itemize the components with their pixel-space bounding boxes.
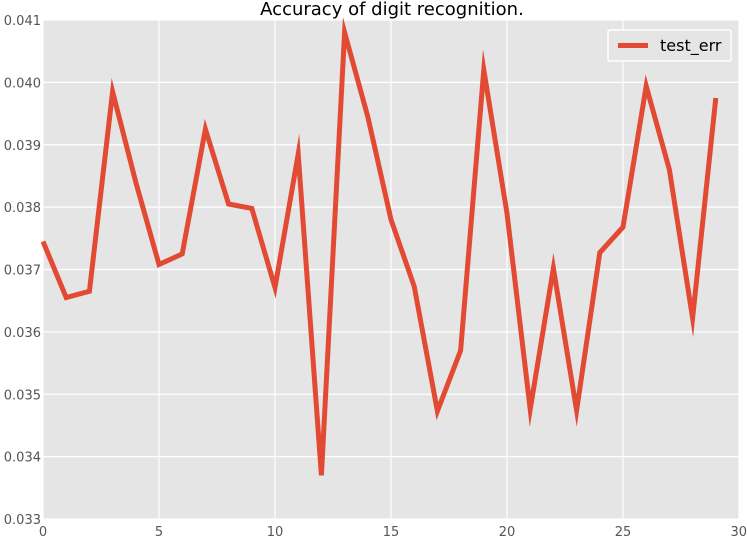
x-tick-label: 10: [267, 525, 284, 539]
x-tick-label: 25: [615, 525, 632, 539]
legend-label-test-err: test_err: [660, 36, 722, 56]
legend-box: [607, 29, 732, 62]
x-axis-ticks: 0 5 10 15 20 25 30: [39, 525, 747, 539]
y-tick-label: 0.037: [4, 264, 41, 279]
grid: [42, 19, 740, 520]
x-tick-label: 5: [155, 525, 163, 539]
y-tick-label: 0.034: [4, 451, 41, 466]
x-tick-label: 20: [499, 525, 516, 539]
x-tick-label: 15: [383, 525, 400, 539]
y-tick-label: 0.038: [4, 201, 41, 216]
series-lines: [40, 16, 719, 476]
chart-title: Accuracy of digit recognition.: [260, 0, 524, 20]
x-tick-label: 0: [39, 525, 47, 539]
series-line-test-err: [40, 16, 719, 476]
y-tick-label: 0.039: [4, 139, 41, 154]
y-axis-ticks: 0.033 0.034 0.035 0.036 0.037 0.038 0.039 0.040…: [4, 14, 41, 528]
y-tick-label: 0.033: [4, 513, 41, 528]
y-tick-label: 0.036: [4, 326, 41, 341]
x-tick-label: 30: [730, 525, 747, 539]
y-tick-label: 0.041: [4, 14, 41, 29]
legend: test_err: [607, 29, 732, 62]
y-tick-label: 0.035: [4, 388, 41, 403]
y-tick-label: 0.040: [4, 76, 41, 91]
